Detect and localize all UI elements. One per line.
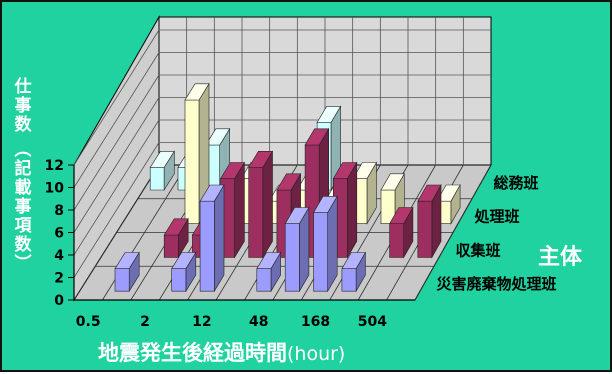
bar-front (313, 212, 329, 292)
bar-front (184, 99, 200, 224)
bar-front (149, 167, 165, 191)
bar-top (284, 207, 310, 224)
x-axis-label: 地震発生後経過時間(hour) (98, 341, 345, 365)
y-label-char: ︵ (14, 140, 32, 160)
bar-災害廃棄物処理班-6 (256, 251, 282, 293)
x-axis-label-main: 地震発生後経過時間 (98, 341, 287, 365)
y-label-char: 事 (14, 96, 32, 116)
y-axis-label-paren: ︵ 記載事項数 ︶ (10, 141, 36, 274)
bar-災害廃棄物処理班-8 (313, 195, 338, 293)
x-axis-label-unit: (hour) (287, 343, 345, 365)
y-tick-label: 6 (54, 226, 64, 242)
y-axis-label: 仕事数 ︵ 記載事項数 ︶ (10, 78, 36, 274)
x-tick-label: 48 (249, 314, 268, 330)
bar-災害廃棄物処理班-1 (114, 251, 140, 293)
side-wall-hgrid (73, 74, 160, 211)
bar-top (341, 252, 366, 270)
bar-top (389, 207, 414, 224)
z-axis-label: 主体 (538, 245, 583, 270)
bar-top (436, 184, 461, 202)
x-tick-label: 168 (301, 314, 330, 330)
y-axis-label-main: 仕事数 (10, 78, 36, 135)
side-wall-hgrid (73, 97, 160, 233)
side-wall-hgrid (73, 29, 160, 166)
bar-top (248, 151, 274, 168)
bar-front (163, 234, 179, 258)
y-label-char: 記 (14, 159, 32, 179)
bar-top (417, 184, 442, 202)
bar-side (262, 150, 273, 259)
x-tick-label: 2 (140, 314, 150, 330)
y-tick-label: 4 (54, 248, 64, 264)
bar-災害廃棄物処理班-3 (171, 251, 197, 293)
bar-top (304, 128, 330, 146)
bar-top (332, 162, 358, 179)
series-label: 処理班 (474, 208, 520, 226)
y-tick-label: 2 (54, 271, 64, 287)
bar-top (184, 83, 210, 101)
bar-top (114, 252, 140, 270)
bar-top (171, 252, 197, 270)
side-wall-hgrid (73, 52, 160, 188)
bar-front (114, 268, 130, 292)
bar-top (256, 252, 282, 270)
bar-front (199, 200, 215, 292)
bar-処理班-2 (184, 82, 210, 225)
bars-group (114, 82, 461, 293)
x-tick-label: 0.5 (76, 314, 101, 330)
bar-top (149, 151, 175, 168)
y-label-char: 項 (14, 216, 32, 236)
y-label-char: 数 (14, 115, 32, 135)
bar-top (205, 128, 231, 146)
bar-top (199, 184, 225, 202)
bar-front (171, 268, 187, 292)
y-tick-label: 8 (54, 203, 64, 219)
bar-top (316, 106, 342, 123)
bar-front (341, 268, 357, 292)
side-wall-hgrid (73, 142, 160, 278)
bar-収集班-2 (163, 217, 189, 259)
y-label-char: 事 (14, 197, 32, 217)
series-label: 収集班 (456, 241, 501, 259)
y-label-char: 載 (14, 178, 32, 198)
bar-top (276, 173, 302, 191)
series-label: 総務班 (494, 174, 539, 192)
x-tick-label: 12 (192, 314, 211, 330)
y-label-char: ︶ (14, 254, 32, 274)
bar-front (284, 223, 300, 292)
bar-front (389, 223, 405, 258)
bar-災害廃棄物処理班-9 (341, 251, 366, 293)
bar-front (417, 200, 433, 258)
bar-top (313, 196, 338, 213)
side-wall-hgrid (73, 119, 160, 256)
bar-front (256, 268, 272, 292)
y-label-char: 数 (14, 235, 32, 255)
y-tick-label: 10 (45, 181, 65, 197)
bar-収集班-5 (248, 150, 274, 259)
bar-災害廃棄物処理班-4 (199, 183, 225, 293)
bar-総務班-0 (149, 150, 175, 192)
y-label-char: 仕 (14, 77, 32, 97)
y-tick-label: 0 (54, 293, 64, 309)
x-tick-label: 504 (358, 314, 387, 330)
bar-収集班-10 (389, 206, 414, 259)
bar-top (352, 162, 377, 179)
bar-front (248, 167, 264, 258)
bar-top (219, 162, 245, 179)
series-label: 災害廃棄物処理班 (437, 275, 557, 293)
bar-災害廃棄物処理班-7 (284, 206, 310, 293)
y-tick-label: 12 (45, 158, 64, 174)
bar-top (163, 218, 189, 236)
bar-top (380, 173, 405, 191)
bar-side (214, 183, 225, 293)
bar-収集班-11 (417, 183, 442, 259)
